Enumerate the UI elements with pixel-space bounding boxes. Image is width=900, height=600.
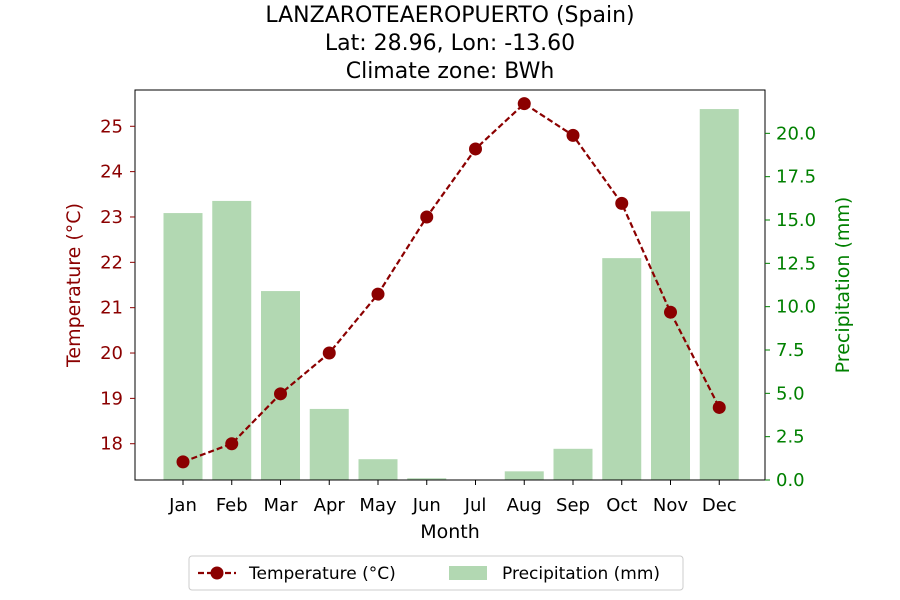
temperature-axis: 18 19 20 21 22 23 24 25 [100,116,135,455]
temperature-tick-label: 25 [100,116,123,137]
x-tick-label: Nov [653,495,688,516]
precipitation-tick-label: 5.0 [776,383,805,404]
legend-precipitation-label: Precipitation (mm) [502,564,660,584]
x-tick-label: Sep [556,495,590,516]
temperature-line [176,97,726,469]
plot-frame [134,89,766,481]
precipitation-bar-nov [651,211,690,481]
precipitation-bar-may [358,459,398,480]
temperature-point-may [371,287,385,301]
temperature-point-jul [469,142,482,156]
temperature-tick-label: 20 [100,343,123,364]
precipitation-bar-apr [309,408,349,480]
precipitation-bar-aug [504,471,544,480]
temperature-point-nov [664,305,677,319]
temperature-point-jun [420,210,434,224]
legend-precipitation-swatch [449,566,487,580]
precipitation-bar-oct [602,258,642,480]
legend-temperature-label: Temperature (°C) [248,564,396,584]
temperature-point-oct [615,196,629,210]
x-tick-label: Apr [314,495,346,516]
temperature-point-apr [322,346,336,360]
x-tick-label: Jun [412,495,441,516]
title-line-3: Climate zone: BWh [346,59,555,84]
x-tick-label: Aug [507,495,542,516]
title-line-1: LANZAROTEAEROPUERTO (Spain) [265,3,634,28]
precipitation-tick-label: 17.5 [776,167,816,188]
x-axis: Jan Feb Mar Apr May Jun Jul Aug Sep Oct Nov Dec [168,480,737,516]
precipitation-tick-label: 10.0 [776,297,816,318]
temperature-tick-label: 23 [100,207,123,228]
temperature-tick-label: 24 [100,162,123,183]
temperature-axis-label: Temperature (°C) [63,203,85,368]
temperature-series-line [182,102,721,463]
temperature-point-mar [274,387,287,401]
legend-frame [188,555,684,591]
precipitation-tick-label: 7.5 [776,340,805,361]
precipitation-bar-mar [261,291,300,480]
precipitation-tick-label: 0.0 [776,470,805,491]
chart-title: LANZAROTEAEROPUERTO (Spain) Lat: 28.96, … [265,3,634,84]
precipitation-bar-jan [163,213,203,481]
precipitation-axis: 0.0 2.5 5.0 7.5 10.0 12.5 15.0 17.5 20.0 [765,123,816,491]
precipitation-bar-sep [553,448,593,480]
precipitation-bars [163,109,739,481]
precipitation-bar-dec [699,109,739,481]
x-axis-label: Month [420,521,480,543]
temperature-point-aug [517,97,531,111]
temperature-point-jan [176,455,190,469]
temperature-tick-label: 19 [100,388,123,409]
temperature-tick-label: 22 [100,252,123,273]
precipitation-bar-jun [407,478,447,480]
temperature-point-dec [712,400,726,414]
precipitation-bar-feb [212,200,252,480]
precipitation-tick-label: 2.5 [776,427,805,448]
x-tick-label: May [359,495,397,516]
x-tick-label: Dec [702,495,737,516]
temperature-tick-label: 18 [100,434,123,455]
precipitation-tick-label: 12.5 [776,253,816,274]
precipitation-tick-label: 15.0 [776,210,816,231]
temperature-tick-label: 21 [100,298,123,319]
legend-temperature-marker [210,566,224,580]
x-tick-label: Feb [216,495,248,516]
temperature-point-feb [225,437,239,451]
x-tick-label: Oct [606,495,637,516]
title-line-2: Lat: 28.96, Lon: -13.60 [325,31,575,56]
x-tick-label: Jan [168,495,197,516]
x-tick-label: Mar [264,495,299,516]
temperature-point-sep [566,128,580,142]
legend: Temperature (°C) Precipitation (mm) [188,555,684,591]
x-tick-label: Jul [464,495,487,516]
precipitation-axis-label: Precipitation (mm) [832,197,854,374]
precipitation-tick-label: 20.0 [776,123,816,144]
